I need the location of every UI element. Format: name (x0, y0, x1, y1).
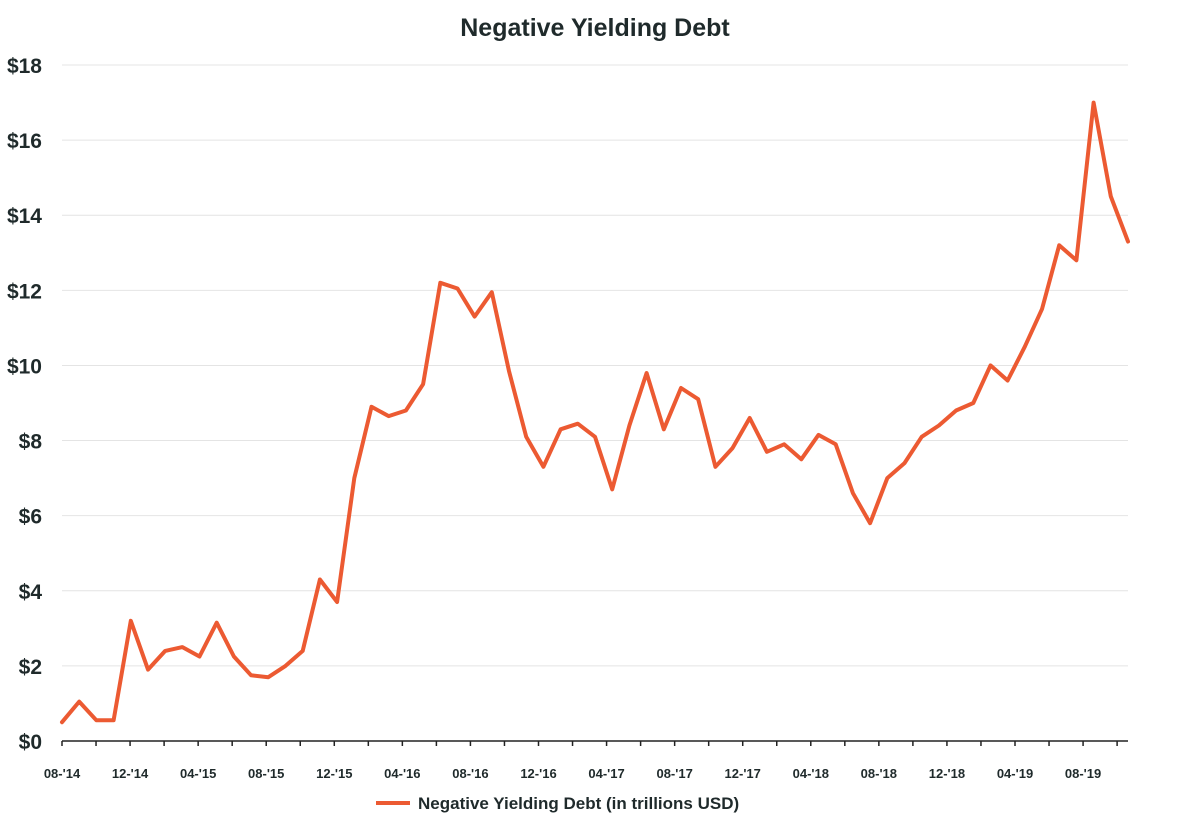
y-tick-label: $12 (7, 280, 42, 303)
x-tick-label: 04-'18 (793, 766, 829, 781)
legend: Negative Yielding Debt (in trillions USD… (376, 794, 739, 813)
x-tick-label: 08-'18 (861, 766, 897, 781)
y-tick-label: $16 (7, 130, 42, 153)
y-tick-label: $18 (7, 55, 42, 78)
gridlines (62, 64, 1128, 667)
legend-label: Negative Yielding Debt (in trillions USD… (418, 794, 739, 813)
x-tick-label: 12-'14 (112, 766, 149, 781)
series-line-negative-yielding-debt (60, 100, 1130, 725)
y-tick-label: $4 (19, 581, 43, 604)
y-tick-label: $8 (19, 431, 43, 454)
x-tick-label: 12-'18 (929, 766, 965, 781)
x-tick-label: 04-'15 (180, 766, 216, 781)
x-tick-label: 12-'17 (725, 766, 761, 781)
y-tick-label: $2 (19, 656, 42, 679)
x-tick-label: 12-'15 (316, 766, 352, 781)
x-tick-label: 12-'16 (520, 766, 556, 781)
y-tick-label: $10 (7, 355, 42, 378)
y-tick-label: $0 (19, 731, 42, 754)
x-axis-ticks: 08-'14 12-'14 04-'15 08-'15 12-'15 04-'16 08-'… (44, 741, 1118, 781)
chart-title: Negative Yielding Debt (460, 14, 730, 42)
x-tick-label: 04-'16 (384, 766, 420, 781)
y-tick-label: $6 (19, 506, 42, 529)
x-tick-label: 08-'17 (656, 766, 692, 781)
x-tick-label: 04-'19 (997, 766, 1033, 781)
x-tick-label: 08-'19 (1065, 766, 1101, 781)
y-tick-label: $14 (7, 205, 42, 228)
x-tick-label: 08-'14 (44, 766, 81, 781)
x-tick-label: 08-'15 (248, 766, 284, 781)
x-tick-label: 04-'17 (588, 766, 624, 781)
x-tick-label: 08-'16 (452, 766, 488, 781)
y-axis-ticks: $0 $2 $4 $6 $8 $10 $12 $14 $16 $18 (7, 55, 42, 754)
